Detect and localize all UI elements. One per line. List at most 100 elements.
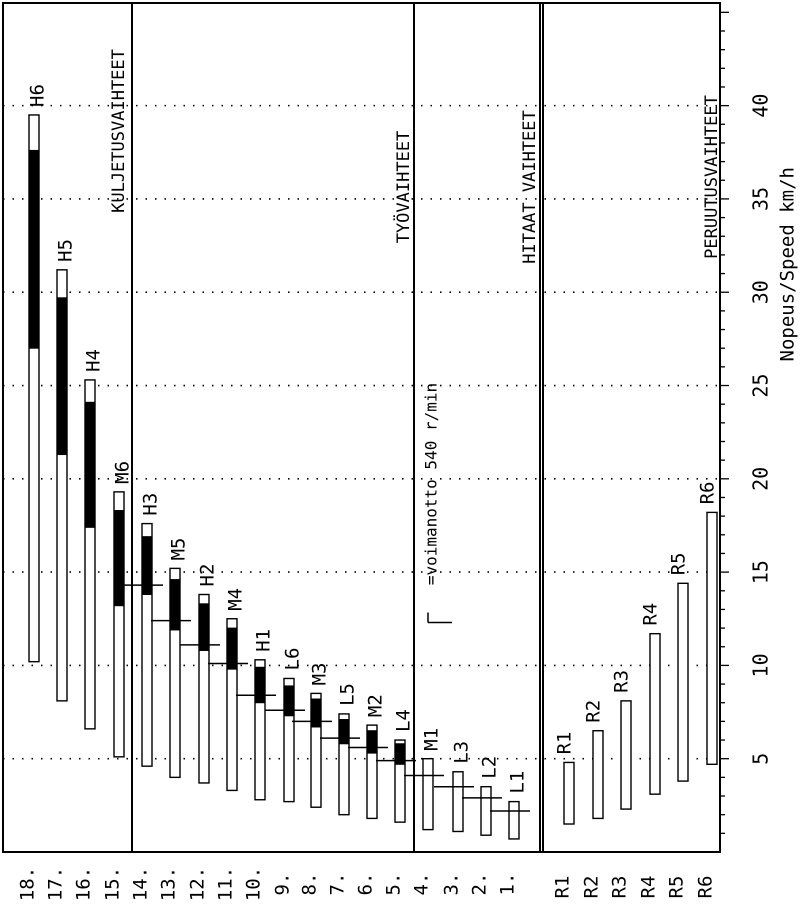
row-number: 11. [215, 867, 237, 901]
reverse-gear-bar [677, 582, 689, 782]
group-label: KULJETUSVAIHTEET [109, 49, 129, 213]
gear-speed-bar [28, 114, 40, 663]
gear-label: H6 [27, 84, 49, 107]
gear-speed-bar [254, 659, 266, 801]
gear-working-range [366, 730, 378, 754]
gear-label: M4 [225, 588, 247, 611]
gear-speed-bar [198, 593, 210, 784]
reverse-row-number: R5 [666, 876, 688, 899]
gear-label: L1 [507, 771, 529, 794]
row-number: 8. [299, 873, 321, 896]
gear-working-range [198, 603, 210, 651]
gear-speed-bar [452, 771, 464, 833]
gear-label: L6 [282, 648, 304, 671]
gear-label: L3 [451, 741, 473, 764]
gear-speed-bar [84, 379, 96, 730]
gear-working-range [226, 627, 238, 670]
gear-label: L5 [337, 683, 359, 706]
gear-label: H5 [55, 239, 77, 262]
row-number: 10. [243, 867, 265, 901]
gear-label: M3 [309, 663, 331, 686]
gear-working-range [84, 401, 96, 528]
reverse-gear-bar [592, 730, 604, 820]
gear-speed-bar [508, 800, 520, 840]
reverse-gear-bar [563, 761, 575, 825]
group-label: TYÖVAIHTEET [392, 131, 414, 244]
x-tick-label: 5 [749, 753, 773, 765]
gear-working-range [56, 297, 68, 456]
gear-speed-bar [422, 758, 434, 831]
row-number: 7. [327, 873, 349, 896]
reverse-gear-label: R5 [668, 552, 690, 575]
x-tick-label: 30 [749, 280, 773, 304]
reverse-gear-label: R3 [611, 670, 633, 693]
x-tick-label: 15 [749, 560, 773, 584]
x-axis-title: Nopeus/Speed km/h [777, 167, 799, 361]
row-number: 15. [102, 867, 124, 901]
gear-label: M1 [421, 728, 443, 751]
reverse-gear-label: R2 [583, 700, 605, 723]
row-number: 5. [383, 873, 405, 896]
x-tick-label: 40 [749, 94, 773, 118]
gear-speed-bar [283, 677, 295, 803]
gear-working-range [254, 666, 266, 704]
gear-speed-bar [366, 724, 378, 820]
reverse-row-number: R3 [609, 876, 631, 899]
reverse-gear-bar [706, 511, 718, 766]
reverse-gear-label: R6 [697, 482, 719, 505]
row-number: 12. [187, 867, 209, 901]
reverse-gear-bar [649, 632, 661, 795]
reverse-gear-label: R1 [554, 732, 576, 755]
gear-label: M2 [365, 694, 387, 717]
gear-working-range [394, 743, 406, 765]
row-number: 18. [17, 867, 39, 901]
gear-label: H3 [140, 493, 162, 516]
gear-working-range [169, 579, 181, 631]
x-tick-label: 35 [749, 187, 773, 211]
pto-legend-label: =voimanotto 540 r/min [422, 383, 441, 585]
gear-speed-bar [338, 713, 350, 816]
reverse-gear-label: R4 [640, 603, 662, 626]
gear-speed-bar [113, 491, 125, 758]
gear-working-range [28, 149, 40, 349]
reverse-row-number: R2 [581, 876, 603, 899]
reverse-row-number: R1 [552, 876, 574, 899]
gear-speed-bar [394, 739, 406, 823]
gear-label: M5 [168, 537, 190, 560]
group-label: HITAAT VAIHTEET [520, 110, 540, 264]
reverse-row-number: R6 [695, 876, 717, 899]
gear-working-range [338, 719, 350, 745]
x-tick-label: 20 [749, 467, 773, 491]
row-number: 3. [441, 873, 463, 896]
row-number: 2. [469, 873, 491, 896]
gear-speed-bar [141, 522, 153, 767]
row-number: 9. [272, 873, 294, 896]
gear-speed-bar [310, 692, 322, 808]
row-number: 13. [158, 867, 180, 901]
gear-label: H2 [197, 564, 219, 587]
group-label: PERUUTUSVAIHTEET [702, 95, 722, 259]
row-number: 16. [73, 867, 95, 901]
gear-label: L2 [479, 756, 501, 779]
row-number: 4. [411, 873, 433, 896]
gear-working-range [113, 510, 125, 607]
gear-speed-bar [56, 269, 68, 702]
gear-working-range [310, 698, 322, 728]
gear-working-range [283, 685, 295, 717]
x-tick-label: 25 [749, 373, 773, 397]
gear-speed-bar [226, 618, 238, 792]
gear-label: H4 [83, 349, 105, 372]
x-tick-label: 10 [749, 653, 773, 677]
reverse-row-number: R4 [638, 876, 660, 899]
row-number: 1. [497, 873, 519, 896]
gear-label: L4 [393, 709, 415, 732]
row-number: 14. [130, 867, 152, 901]
gear-working-range [141, 536, 153, 596]
row-number: 6. [355, 873, 377, 896]
gear-speed-bar [480, 785, 492, 836]
row-number: 17. [45, 867, 67, 901]
reverse-gear-bar [620, 700, 632, 810]
gear-label: H1 [253, 629, 275, 652]
gear-label: M6 [112, 461, 134, 484]
